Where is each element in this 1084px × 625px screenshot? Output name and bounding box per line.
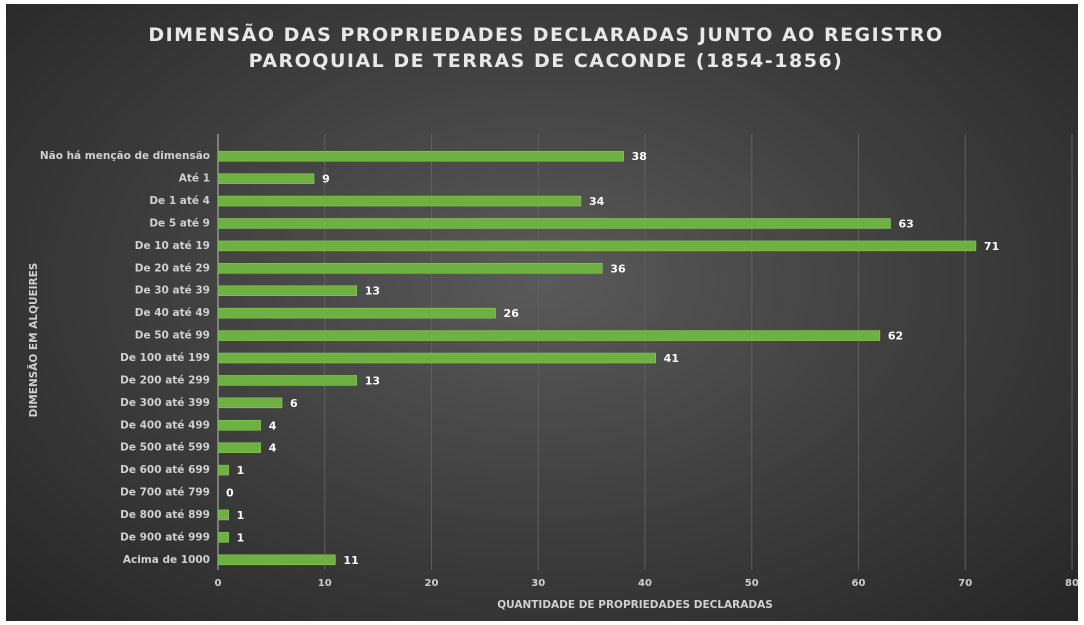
y-tick-label: De 30 até 39 (135, 285, 210, 297)
value-label: 63 (899, 217, 914, 230)
bar (217, 285, 358, 296)
y-tick-label: De 1 até 4 (149, 195, 210, 207)
x-tick-label: 60 (852, 578, 866, 589)
y-tick-label: De 5 até 9 (149, 217, 210, 229)
bar (217, 397, 283, 409)
y-tick-label: Acima de 1000 (123, 554, 210, 566)
x-tick-label: 70 (958, 578, 972, 589)
y-tick-label: De 500 até 599 (120, 442, 210, 454)
value-label: 9 (322, 173, 330, 186)
x-tick-label: 40 (638, 578, 652, 589)
value-label: 6 (290, 397, 298, 410)
y-tick-label: De 700 até 799 (120, 487, 210, 499)
chart-title: DIMENSÃO DAS PROPRIEDADES DECLARADAS JUN… (148, 24, 944, 72)
x-axis-title: QUANTIDADE DE PROPRIEDADES DECLARADAS (497, 599, 773, 611)
bar (217, 554, 336, 566)
y-tick-label: De 50 até 99 (135, 330, 210, 342)
y-tick-label: De 900 até 999 (120, 531, 210, 543)
bar (217, 532, 229, 543)
bar (217, 150, 624, 162)
value-label: 13 (365, 285, 380, 298)
bar (217, 263, 603, 274)
bar (217, 352, 656, 364)
bar (217, 173, 315, 184)
value-label: 1 (237, 531, 245, 544)
value-label: 13 (365, 374, 380, 387)
bar (217, 375, 358, 386)
y-tick-label: De 20 até 29 (135, 262, 210, 274)
value-label: 36 (610, 262, 626, 275)
bar (217, 218, 891, 229)
x-tick-label: 80 (1065, 578, 1079, 589)
chart-background: DIMENSÃO DAS PROPRIEDADES DECLARADAS JUN… (6, 4, 1078, 621)
value-label: 4 (269, 419, 277, 432)
y-tick-label: Até 1 (179, 173, 210, 185)
value-label: 1 (237, 509, 245, 522)
y-tick-label: De 40 até 49 (135, 307, 210, 319)
value-label: 34 (589, 195, 605, 208)
bar (217, 464, 229, 476)
value-label: 11 (343, 554, 358, 567)
y-tick-label: De 100 até 199 (120, 352, 210, 364)
value-label: 71 (984, 240, 999, 253)
x-tick-label: 20 (425, 578, 439, 589)
value-label: 41 (664, 352, 679, 365)
x-tick-label: 10 (318, 578, 332, 589)
value-label: 1 (237, 464, 245, 477)
x-tick-label: 30 (531, 578, 545, 589)
x-tick-label: 50 (745, 578, 759, 589)
bar (217, 307, 496, 319)
value-label: 62 (888, 330, 903, 343)
value-label: 38 (632, 150, 647, 163)
y-tick-label: De 300 até 399 (120, 397, 210, 409)
x-tick-label: 0 (215, 578, 222, 589)
value-label: 4 (269, 442, 277, 455)
bar (217, 240, 977, 252)
y-tick-label: De 10 até 19 (135, 240, 210, 252)
bar (217, 442, 261, 453)
value-label: 0 (226, 487, 234, 500)
bar (217, 330, 881, 341)
bar (217, 420, 261, 431)
value-label: 26 (504, 307, 520, 320)
y-tick-label: De 400 até 499 (120, 419, 210, 431)
bar (217, 195, 582, 207)
bar (217, 509, 229, 521)
y-axis-title: DIMENSÃO EM ALQUEIRES (27, 263, 40, 418)
y-tick-label: De 800 até 899 (120, 509, 210, 521)
y-tick-label: De 200 até 299 (120, 374, 210, 386)
y-tick-label: Não há menção de dimensão (40, 150, 210, 162)
y-tick-label: De 600 até 699 (120, 464, 210, 476)
